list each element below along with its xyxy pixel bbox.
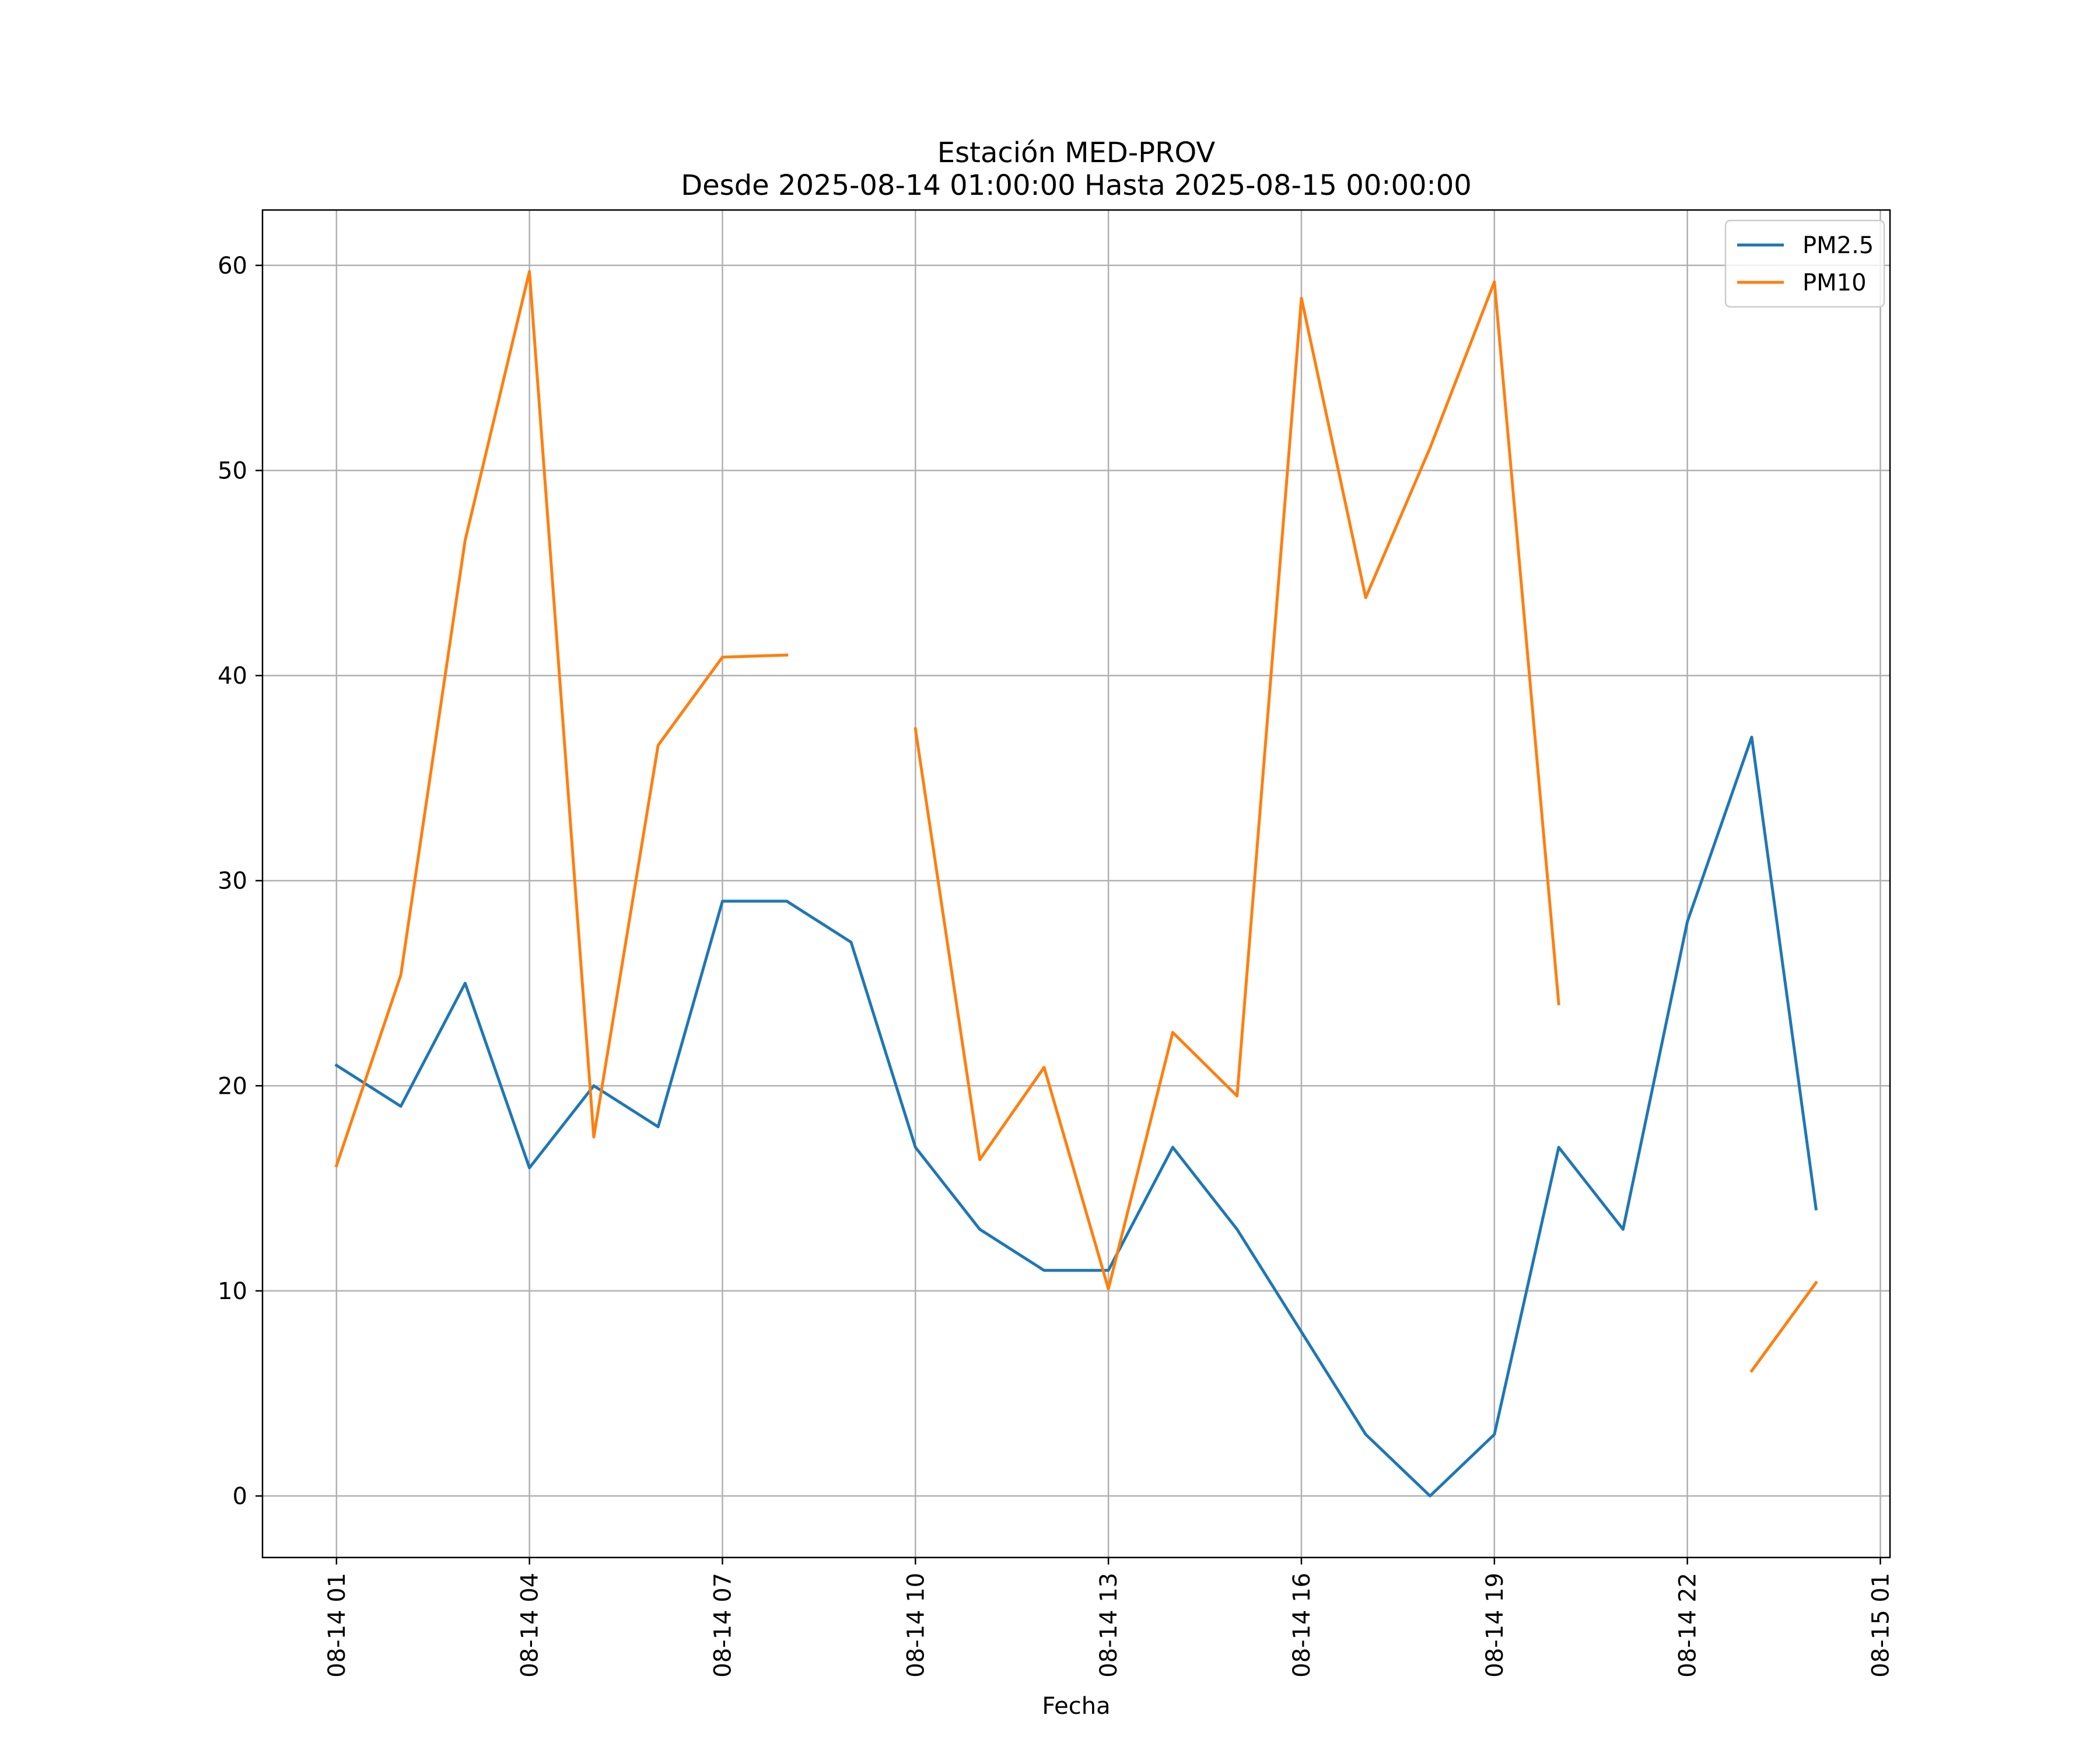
y-tick-label: 10 bbox=[218, 1278, 247, 1305]
y-tick-label: 0 bbox=[233, 1483, 247, 1510]
series-line-segment bbox=[1749, 1280, 1818, 1373]
x-tick-label: 08-14 07 bbox=[709, 1573, 736, 1678]
x-tick-label: 08-14 16 bbox=[1289, 1573, 1315, 1678]
y-tick-label: 50 bbox=[218, 458, 247, 485]
x-tick-label: 08-14 22 bbox=[1675, 1573, 1702, 1678]
y-tick-label: 40 bbox=[218, 663, 247, 690]
x-tick-label: 08-14 10 bbox=[902, 1573, 929, 1678]
x-tick-label: 08-14 19 bbox=[1482, 1573, 1508, 1678]
y-tick-label: 20 bbox=[218, 1073, 247, 1100]
series bbox=[334, 270, 1818, 1497]
chart-title-line-1: Estación MED-PROV bbox=[937, 136, 1216, 169]
x-tick-label: 08-14 13 bbox=[1096, 1573, 1122, 1678]
grid bbox=[262, 210, 1890, 1558]
x-axis-label: Fecha bbox=[1042, 1693, 1110, 1720]
legend-label: PM2.5 bbox=[1803, 232, 1874, 259]
legend-label: PM10 bbox=[1803, 270, 1867, 296]
series-line-segment bbox=[914, 280, 1560, 1290]
y-tick-label: 60 bbox=[218, 253, 247, 279]
legend-box bbox=[1724, 219, 1885, 308]
x-tick-label: 08-14 04 bbox=[517, 1573, 544, 1678]
y-axis: 0 10 20 30 40 50 60 bbox=[218, 253, 262, 1510]
legend: PM2.5 PM10 bbox=[1724, 219, 1885, 308]
chart-title-line-2: Desde 2025-08-14 01:00:00 Hasta 2025-08-… bbox=[681, 169, 1472, 202]
series-pm10 bbox=[334, 270, 1818, 1373]
series-line-segment bbox=[334, 736, 1818, 1497]
series-pm2-5 bbox=[334, 736, 1818, 1497]
plot-frame bbox=[261, 209, 1891, 1559]
x-axis: 08-14 01 08-14 04 08-14 07 08-14 10 08-14 13… bbox=[324, 1558, 1894, 1678]
y-tick-label: 30 bbox=[218, 868, 247, 895]
series-line-segment bbox=[334, 270, 789, 1168]
x-tick-label: 08-15 01 bbox=[1867, 1573, 1894, 1678]
x-tick-label: 08-14 01 bbox=[324, 1573, 351, 1678]
